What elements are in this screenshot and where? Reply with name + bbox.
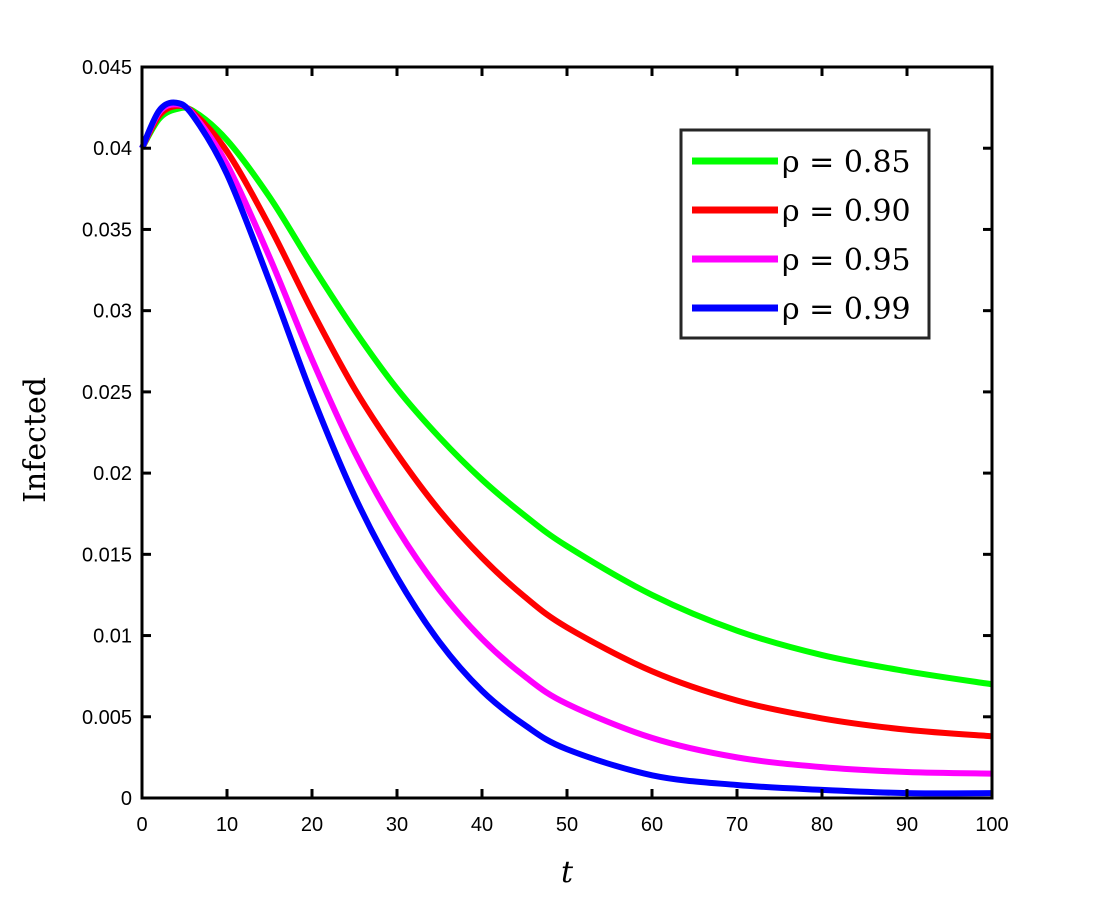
series-line-4 (139, 99, 993, 797)
legend-label-1: ρ = 0.85 (782, 145, 911, 180)
x-tick-label: 0 (136, 814, 147, 836)
legend-entries: ρ = 0.85 ρ = 0.90 ρ = 0.95 ρ = 0.99 (692, 145, 911, 327)
y-tick-label: 0.025 (82, 382, 132, 404)
y-tick-label: 0.01 (93, 626, 132, 648)
y-tick-label: 0.005 (82, 707, 132, 729)
x-tick-label: 80 (811, 814, 833, 836)
legend-label-3: ρ = 0.95 (782, 243, 911, 278)
x-tick-label: 40 (471, 814, 493, 836)
y-tick-label: 0.035 (82, 219, 132, 241)
legend-label-4: ρ = 0.99 (782, 292, 911, 327)
x-tick-label: 60 (641, 814, 663, 836)
y-tick-label: 0.04 (93, 138, 132, 160)
x-tick-label: 70 (726, 814, 748, 836)
x-axis-title: t (561, 855, 574, 890)
x-tick-label: 50 (556, 814, 578, 836)
y-tick-label: 0.015 (82, 544, 132, 566)
x-tick-label: 20 (301, 814, 323, 836)
x-tick-label: 100 (975, 814, 1008, 836)
series-layer (139, 99, 993, 797)
x-tick-label: 10 (216, 814, 238, 836)
x-tick-label: 30 (386, 814, 408, 836)
y-tick-label: 0.03 (93, 301, 132, 323)
x-tick-label: 90 (896, 814, 918, 836)
y-tick-label: 0.045 (82, 57, 132, 79)
x-tick-labels: 0 10 20 30 40 50 60 70 80 90 100 (136, 814, 1008, 836)
legend: ρ = 0.85 ρ = 0.90 ρ = 0.95 ρ = 0.99 (679, 128, 931, 340)
y-tick-label: 0 (121, 788, 132, 810)
y-tick-label: 0.02 (93, 463, 132, 485)
plot-frame (140, 65, 994, 800)
legend-box (679, 128, 931, 340)
y-axis-title: Infected (18, 377, 53, 503)
y-tick-labels: 0 0.005 0.01 0.015 0.02 0.025 0.03 0.035 0.04 0.0… (82, 57, 132, 810)
legend-label-2: ρ = 0.90 (782, 194, 911, 229)
